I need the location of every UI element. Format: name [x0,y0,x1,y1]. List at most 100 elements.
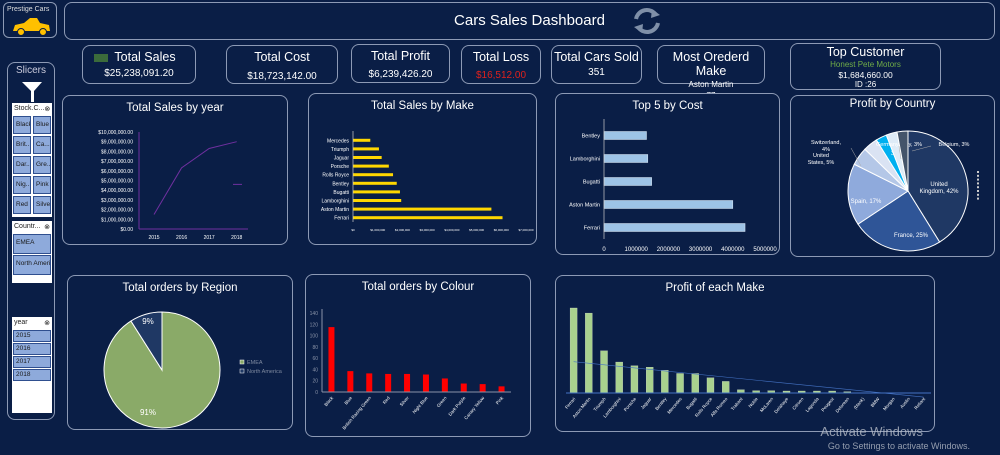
clear-filter-icon[interactable]: ⊗ [44,320,50,327]
bar [366,373,373,392]
slicer-item[interactable]: Brit... [13,136,31,154]
slicer-item[interactable]: 2015 [13,330,51,342]
slicer-header: year [14,319,28,326]
tick-label: 140 [310,311,319,317]
tick-label: Reliant [913,396,926,411]
chart-title: Total Sales by year [126,102,224,114]
chart-title: Top 5 by Cost [632,100,703,112]
bar [328,327,335,392]
chart-sales-by-make: Total Sales by Make Mercedes Triumph Jaguar… [308,93,537,245]
tick-label: Silver [399,395,410,407]
data-label: United Kingdom, 42% [919,182,959,195]
filter-icon [22,82,42,102]
chart-orders-by-region: Total orders by Region 91% 9% EMEA North Ame… [67,275,293,430]
slicer-item[interactable]: Silver [33,196,51,214]
money-icon [94,54,108,62]
tick-label: Bugatti [333,190,349,196]
tick-label: Triumph [331,147,349,153]
kpi-label: Total Cars Sold [554,50,639,64]
tick-label: $7,000,000.00 [101,159,133,165]
tick-label: 2000000 [657,247,681,253]
slicer-item[interactable]: North America [13,255,51,275]
tick-label: Jaguar [640,396,653,410]
activate-windows-title: Activate Windows [820,424,923,439]
slicer-year: year ⊗ 2015 2016 2017 2018 [12,317,52,413]
tick-label: Ferrari [564,396,576,409]
tick-label: $5,000,000 [469,228,484,232]
leader-line [898,145,902,160]
tick-label: $0 [351,228,355,232]
kpi-label: Top Customer [826,45,905,59]
tick-label: Bugatti [583,180,600,186]
bar [645,367,654,394]
tick-label: Aston Martin [321,207,349,213]
slicer-item[interactable]: Pink [33,176,51,194]
tick-label: Citroen [791,396,804,411]
tick-label: 5000000 [753,247,777,253]
slicer-item[interactable]: Gre... [33,156,51,174]
slicer-item[interactable]: Red [13,196,31,214]
tick-label: Morgan [882,396,896,411]
slicer-item[interactable]: 2017 [13,356,51,368]
kpi-most-ordered: Most Orederd Make Aston Martin 77 [657,45,765,100]
bar [353,164,389,168]
tick-label: 20 [312,379,318,385]
tick-label: Delahaye [773,396,789,414]
slicer-item[interactable]: Dar... [13,156,31,174]
tick-label: Lagonda [805,396,820,413]
tick-label: Bentley [654,396,668,411]
tick-label: Rolls Royce [322,173,349,179]
bar [479,384,486,392]
kpi-top-customer: Top Customer Honest Pete Motors $1,684,6… [790,43,941,90]
tick-label: Green [436,395,448,408]
header-bar: Cars Sales Dashboard [64,2,995,40]
refresh-icon[interactable] [628,3,668,39]
tick-label: 2017 [204,235,215,241]
tick-label: Aston Martin [569,203,600,209]
bar [353,207,492,211]
chart-title: Total orders by Region [122,282,238,294]
kpi-label: Total Loss [472,50,530,64]
pie-slice [896,130,909,192]
chart-title: Total orders by Colour [361,281,475,293]
tick-label: Blue [343,395,353,405]
bar [603,131,647,140]
clear-filter-icon[interactable]: ⊗ [44,106,51,113]
tick-label: 2016 [176,235,187,241]
tick-label: Ferrari [584,226,600,232]
tick-label: $2,000,000 [395,228,410,232]
slicer-item[interactable]: Nig... [13,176,31,194]
bar [422,374,429,392]
kpi-label: Most Orederd Make [672,50,750,78]
tick-label: 4000000 [721,247,745,253]
tick-label: 40 [312,367,318,373]
activate-windows-subtitle: Go to Settings to activate Windows. [827,441,970,451]
slicer-item[interactable]: Blue [33,116,51,134]
chart-top5-cost: Top 5 by Cost Bentley Lamborghini Bugatti As… [555,93,780,255]
data-label: United States, 5% [808,153,835,166]
kpi-cars-sold: Total Cars Sold 351 [551,45,642,84]
bar [353,147,379,151]
bar [603,223,746,232]
slicer-item[interactable]: Ca... [33,136,51,154]
slicer-item[interactable]: 2016 [13,343,51,355]
slicer-item[interactable]: 2018 [13,369,51,381]
tick-label: $2,000,000.00 [101,208,133,214]
bar [353,138,371,142]
kpi-value: $18,723,142.00 [247,71,317,82]
legend-marker [977,197,979,200]
tick-label: $8,000,000.00 [101,149,133,155]
chart-orders-by-colour: Total orders by Colour 0 20 40 60 80 100 120 140… [305,274,531,437]
kpi-label: Total Cost [254,50,310,64]
tick-label: $3,000,000.00 [101,198,133,204]
slicer-item[interactable]: Black [13,116,31,134]
tick-label: Black [323,395,334,407]
slicer-item[interactable]: EMEA [13,234,51,254]
tick-label: 3000000 [689,247,713,253]
clear-filter-icon[interactable]: ⊗ [44,224,50,231]
customer-name: Honest Pete Motors [830,60,901,69]
bar [676,373,684,394]
legend-label: North America [247,369,283,375]
tick-label: Pink [495,395,505,405]
tick-label: Ferrari [334,216,349,222]
